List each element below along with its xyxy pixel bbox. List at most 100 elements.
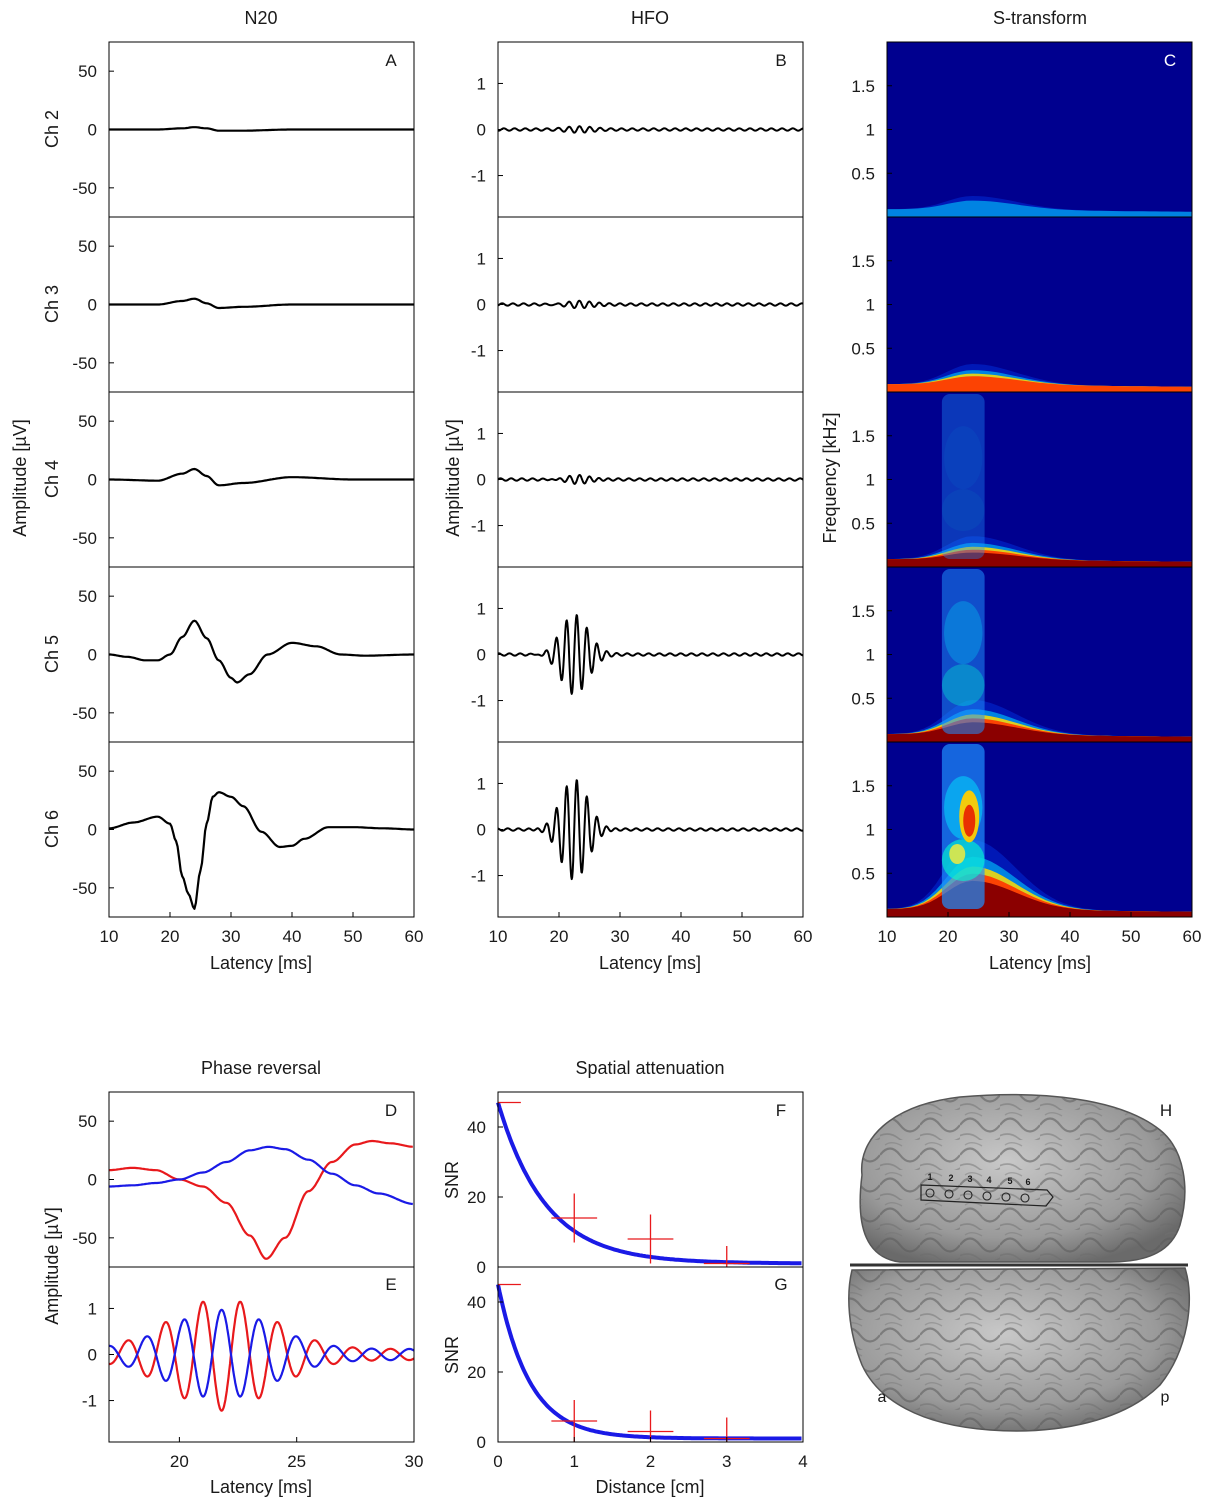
heatmap-ch-4	[887, 392, 1192, 567]
electrode-number: 1	[927, 1172, 932, 1182]
y-tick-label: 1	[477, 774, 486, 793]
spatial-xlabel: Distance [cm]	[595, 1477, 704, 1497]
x-tick-label: 1	[570, 1452, 579, 1471]
electrode-contact	[963, 1190, 973, 1200]
y-tick-label: -50	[72, 1229, 97, 1248]
x-tick-label: 25	[287, 1452, 306, 1471]
heatmap-background	[887, 392, 1192, 567]
panel-label-h: H	[1160, 1101, 1172, 1120]
y-tick-label: 1.5	[851, 777, 875, 796]
x-tick-label: 10	[489, 927, 508, 946]
s-transform-heatmaps	[887, 42, 1192, 917]
hfo-hotspot	[963, 804, 976, 837]
y-tick-label: -50	[72, 179, 97, 198]
y-tick-label: 1.5	[851, 602, 875, 621]
electrode-number: 2	[948, 1173, 953, 1183]
y-tick-label: 0.5	[851, 339, 875, 358]
x-tick-label: 30	[405, 1452, 424, 1471]
phase-trace-red	[109, 1139, 413, 1260]
y-tick-label: 0	[88, 1171, 97, 1190]
phase-xlabel: Latency [ms]	[210, 1477, 312, 1497]
x-tick-label: 50	[344, 927, 363, 946]
heatmap-band	[887, 376, 1192, 392]
x-tick-label: 30	[1000, 927, 1019, 946]
y-tick-label: -50	[72, 354, 97, 373]
electrode-number: 5	[1007, 1176, 1012, 1186]
axes-frame	[108, 1091, 415, 1268]
panel-label-e: E	[385, 1275, 396, 1294]
hfo-title: HFO	[631, 8, 669, 28]
y-tick-label: 0	[88, 471, 97, 490]
x-tick-label: 2	[646, 1452, 655, 1471]
y-tick-label: 50	[78, 587, 97, 606]
hfo-phase-trace-blue	[109, 1308, 414, 1398]
heatmap-ch-3	[887, 217, 1192, 392]
y-tick-label: 1	[866, 296, 875, 315]
y-tick-label: -1	[471, 692, 486, 711]
x-tick-label: 10	[878, 927, 897, 946]
y-tick-label: 1	[866, 471, 875, 490]
spatial-attenuation-title: Spatial attenuation	[575, 1058, 724, 1078]
y-tick-label: 0	[477, 471, 486, 490]
phase-ylabel: Amplitude [µV]	[42, 1207, 62, 1324]
channel-label: Ch 3	[42, 285, 62, 323]
y-tick-label: -50	[72, 704, 97, 723]
st-ylabel: Frequency [kHz]	[820, 412, 840, 543]
y-tick-label: 1	[88, 1299, 97, 1318]
hfo-phase-trace-red	[109, 1300, 414, 1412]
n20-title: N20	[244, 8, 277, 28]
y-tick-label: -1	[471, 167, 486, 186]
y-tick-label: -50	[72, 529, 97, 548]
channel-labels: Ch 2 Ch 3 Ch 4 Ch 5 Ch 6	[42, 110, 62, 848]
y-tick-label: 0	[88, 296, 97, 315]
heatmap-band	[887, 200, 1192, 217]
hfo-ylabel: Amplitude [µV]	[443, 419, 463, 536]
y-tick-label: 0.5	[851, 689, 875, 708]
y-tick-label: 0	[88, 646, 97, 665]
y-tick-label: 0	[88, 121, 97, 140]
x-tick-label: 60	[1183, 927, 1202, 946]
hfo-hotspot	[949, 844, 966, 864]
y-tick-label: 40	[467, 1118, 486, 1137]
y-tick-label: 0	[88, 821, 97, 840]
y-tick-label: -1	[471, 867, 486, 886]
x-tick-label: 50	[1122, 927, 1141, 946]
n20-trace	[109, 297, 414, 310]
x-tick-label: 40	[672, 927, 691, 946]
st-xlabel: Latency [ms]	[989, 953, 1091, 973]
y-tick-label: 20	[467, 1188, 486, 1207]
phase-reversal-title: Phase reversal	[201, 1058, 321, 1078]
electrode-number: 4	[986, 1175, 991, 1185]
channel-label: Ch 5	[42, 635, 62, 673]
n20-trace	[109, 619, 414, 684]
panel-label-b: B	[775, 51, 786, 70]
s-transform-title: S-transform	[993, 8, 1087, 28]
hfo-blob	[944, 426, 983, 490]
data-point-cross	[551, 1193, 598, 1243]
n20-ylabel: Amplitude [µV]	[10, 419, 30, 536]
heatmap-ch-5	[887, 567, 1192, 742]
y-tick-label: 1.5	[851, 77, 875, 96]
y-tick-label: 50	[78, 62, 97, 81]
data-point-cross	[551, 1400, 598, 1442]
axes-frame	[108, 741, 415, 918]
n20-xlabel: Latency [ms]	[210, 953, 312, 973]
y-tick-label: 50	[78, 1112, 97, 1131]
x-tick-label: 20	[939, 927, 958, 946]
hfo-trace	[497, 614, 804, 695]
x-tick-label: 60	[405, 927, 424, 946]
trace-layer	[109, 125, 804, 1442]
y-tick-label: 0	[477, 821, 486, 840]
y-tick-label: 0.5	[851, 164, 875, 183]
x-tick-label: 30	[222, 927, 241, 946]
y-tick-label: 50	[78, 412, 97, 431]
y-tick-label: 1.5	[851, 252, 875, 271]
heatmap-background	[887, 567, 1192, 742]
n20-trace	[109, 126, 414, 132]
electrode-number: 6	[1025, 1177, 1030, 1187]
channel-label: Ch 2	[42, 110, 62, 148]
y-tick-label: 1	[866, 121, 875, 140]
brain-illustration: 1 2 3 4 5 6 a p	[848, 1093, 1190, 1432]
data-point-cross	[703, 1246, 750, 1267]
